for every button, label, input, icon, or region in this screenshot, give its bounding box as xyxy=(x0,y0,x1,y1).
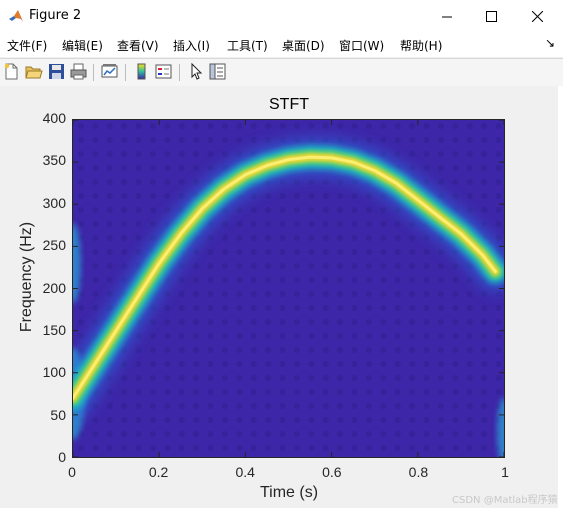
y-tick-label: 250 xyxy=(42,237,66,254)
menu-insert[interactable]: 插入(I) xyxy=(173,39,210,53)
menu-view[interactable]: 查看(V) xyxy=(117,39,159,53)
menu-bar: 文件(F) 编辑(E) 查看(V) 插入(I) 工具(T) 桌面(D) 窗口(W… xyxy=(0,33,563,57)
y-tick-label: 50 xyxy=(50,406,66,423)
minimize-icon xyxy=(442,16,452,17)
x-tick-label: 0.6 xyxy=(322,464,342,480)
property-inspector-icon[interactable] xyxy=(208,62,227,81)
legend-icon[interactable] xyxy=(154,62,173,81)
save-icon[interactable] xyxy=(47,62,66,81)
x-tick-label: 0.2 xyxy=(148,464,169,480)
x-tick-label: 0.4 xyxy=(235,464,255,480)
menu-help[interactable]: 帮助(H) xyxy=(400,39,443,53)
matlab-logo-icon xyxy=(9,9,23,23)
edge-glow xyxy=(496,397,504,457)
x-tick-label: 0 xyxy=(68,464,76,480)
x-axis-label: Time (s) xyxy=(259,484,319,501)
x-tick-label: 0.8 xyxy=(408,464,429,480)
x-tick-label: 1 xyxy=(501,464,509,480)
pointer-icon[interactable] xyxy=(186,62,205,81)
plot-title: STFT xyxy=(269,96,309,113)
y-axis-label: Frequency (Hz) xyxy=(18,221,35,333)
y-tick-label: 150 xyxy=(42,321,66,338)
link-plot-icon[interactable] xyxy=(100,62,119,81)
close-button[interactable] xyxy=(514,0,560,33)
maximize-icon xyxy=(485,11,497,22)
open-file-icon[interactable] xyxy=(24,62,43,81)
edge-glow xyxy=(73,223,81,304)
menu-file[interactable]: 文件(F) xyxy=(7,39,48,53)
window-title: Figure 2 xyxy=(29,8,82,23)
menu-desktop[interactable]: 桌面(D) xyxy=(282,39,325,53)
y-tick-label: 350 xyxy=(42,152,66,169)
toolbar-separator xyxy=(179,64,180,81)
menu-edit[interactable]: 编辑(E) xyxy=(62,39,103,53)
toolbar-separator xyxy=(125,64,126,81)
ridge-peak xyxy=(73,155,497,400)
y-tick-label: 400 xyxy=(42,110,66,126)
y-tick-label: 200 xyxy=(42,279,66,296)
maximize-button[interactable] xyxy=(468,0,514,33)
print-icon[interactable] xyxy=(69,62,88,81)
background-window-edge xyxy=(558,86,563,508)
dock-arrow-icon[interactable]: ↘ xyxy=(545,36,556,50)
y-tick-label: 300 xyxy=(42,194,66,211)
title-bar: Figure 2 xyxy=(0,0,563,33)
toolbar xyxy=(0,58,563,87)
y-tick-label: 100 xyxy=(42,364,66,381)
axis-tick-marks xyxy=(73,120,504,457)
figure-canvas: STFT 0 50 100 150 200 250 300 350 400 0 0.2 0.4 0.6… xyxy=(0,86,563,508)
stft-axes[interactable] xyxy=(72,119,505,458)
y-tick-label: 0 xyxy=(58,449,66,465)
stft-spectrogram xyxy=(73,120,504,457)
menu-window[interactable]: 窗口(W) xyxy=(339,39,385,53)
minimize-button[interactable] xyxy=(424,0,470,33)
close-icon xyxy=(531,11,543,22)
toolbar-separator xyxy=(93,64,94,81)
new-figure-icon[interactable] xyxy=(2,62,21,81)
watermark: CSDN @Matlab程序猿 xyxy=(452,495,558,506)
colorbar-icon[interactable] xyxy=(132,62,151,81)
menu-tools[interactable]: 工具(T) xyxy=(227,39,268,53)
